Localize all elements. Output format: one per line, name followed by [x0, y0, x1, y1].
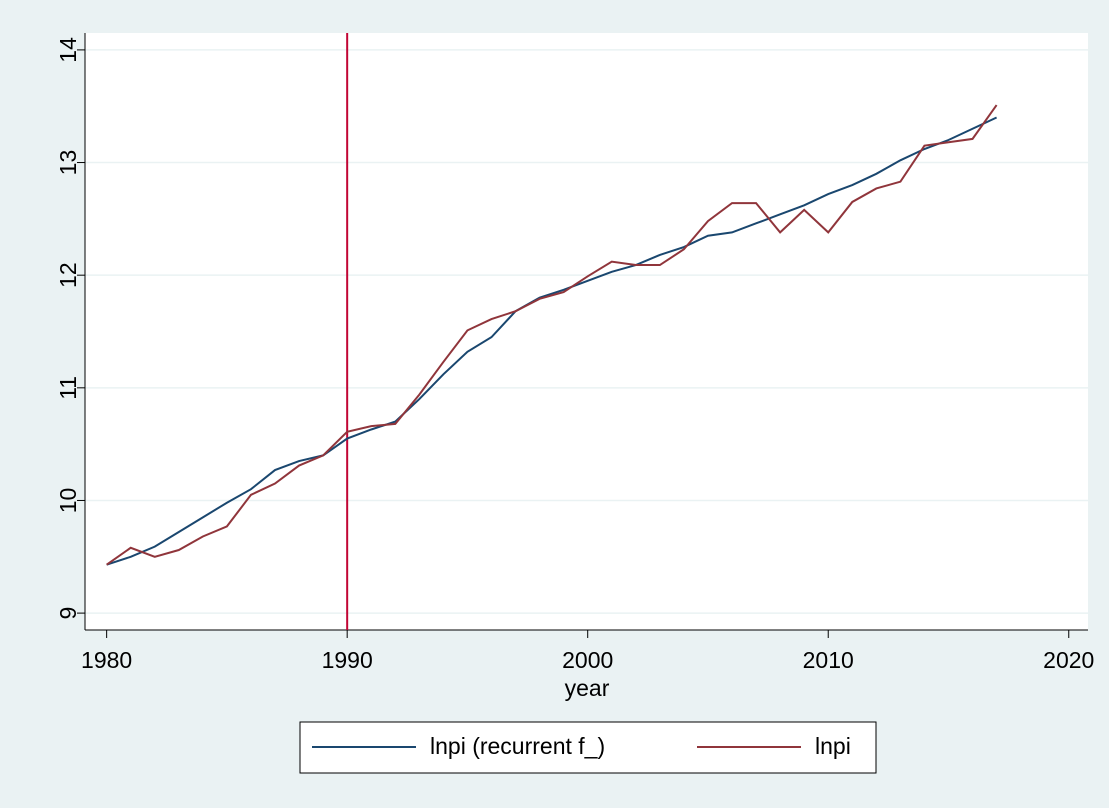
y-tick-label: 9	[55, 607, 81, 620]
y-tick-label: 12	[55, 262, 81, 288]
series-line	[106, 104, 998, 566]
legend-label: lnpi	[815, 733, 851, 759]
y-tick-label: 10	[55, 488, 81, 514]
plot-area	[85, 33, 1088, 630]
y-tick-label: 13	[55, 150, 81, 176]
legend-label: lnpi (recurrent f_)	[430, 733, 605, 759]
x-tick-label: 1990	[322, 647, 373, 673]
y-tick-label: 14	[55, 37, 81, 63]
x-tick-label: 1980	[81, 647, 132, 673]
x-tick-label: 2010	[803, 647, 854, 673]
series-line	[106, 116, 998, 566]
y-tick-label: 11	[55, 376, 81, 400]
x-axis-title: year	[565, 675, 610, 701]
x-tick-label: 2000	[562, 647, 613, 673]
x-tick-label: 2020	[1043, 647, 1094, 673]
